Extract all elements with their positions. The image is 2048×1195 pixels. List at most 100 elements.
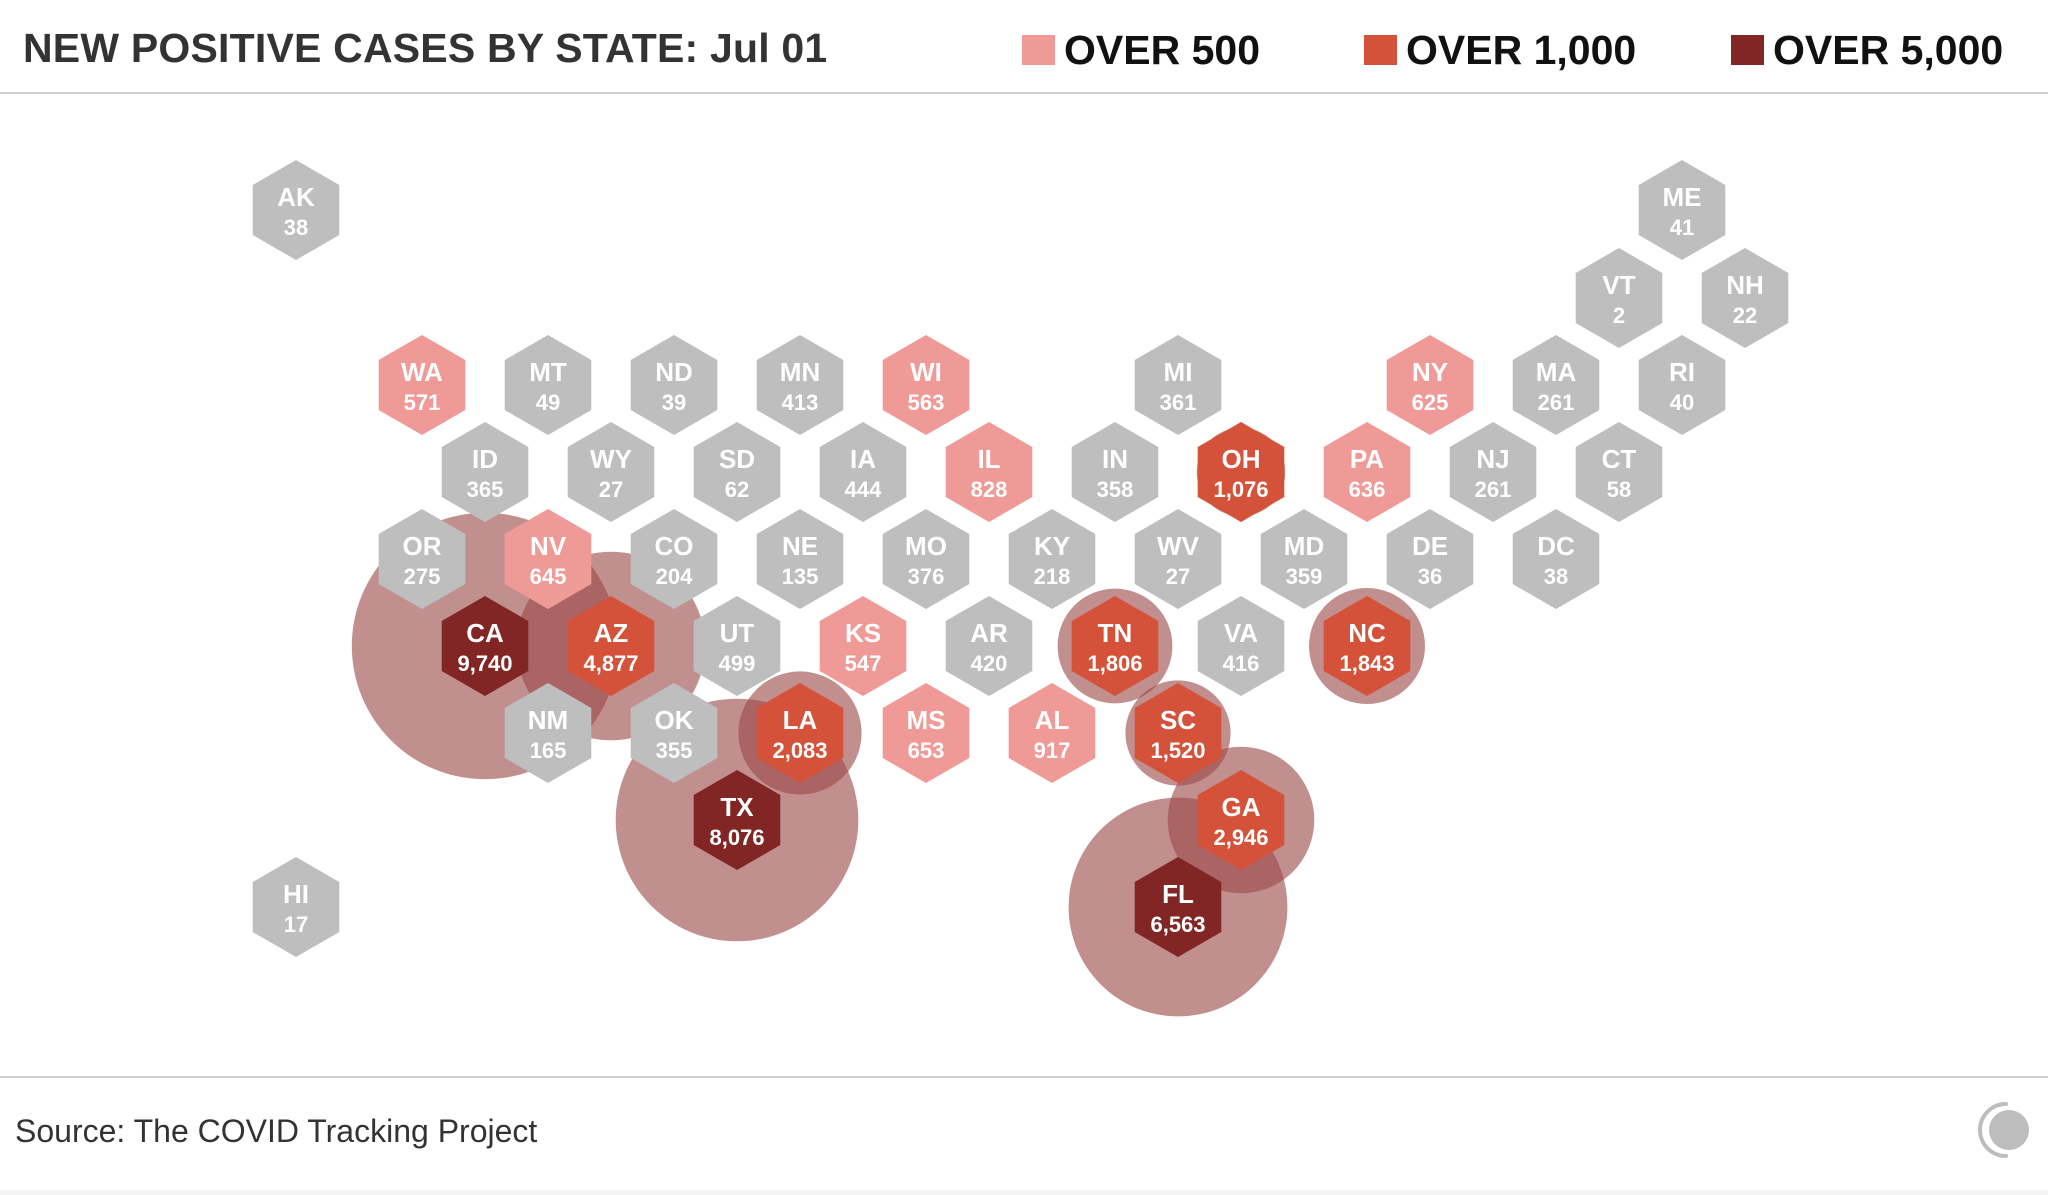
state-value-ne: 135 <box>782 564 819 589</box>
state-abbr-ne: NE <box>782 531 818 561</box>
chart-header: NEW POSITIVE CASES BY STATE: Jul 01 OVER… <box>0 0 2048 94</box>
state-value-ok: 355 <box>656 738 693 763</box>
state-tile-ak: AK 38 <box>252 160 340 260</box>
state-value-md: 359 <box>1286 564 1323 589</box>
state-value-ri: 40 <box>1670 390 1694 415</box>
state-hex-nj <box>1449 422 1537 522</box>
state-value-oh: 1,076 <box>1213 477 1268 502</box>
state-tile-ca: CA 9,740 <box>441 596 529 696</box>
state-hex-ar <box>945 596 1033 696</box>
state-value-sc: 1,520 <box>1150 738 1205 763</box>
state-hex-oh <box>1197 422 1285 522</box>
state-hex-hi <box>252 857 340 957</box>
state-hex-sc <box>1134 683 1222 783</box>
state-abbr-ia: IA <box>850 444 876 474</box>
state-value-sd: 62 <box>725 477 749 502</box>
state-hex-tn <box>1071 596 1159 696</box>
state-value-in: 358 <box>1097 477 1134 502</box>
state-abbr-la: LA <box>783 705 818 735</box>
state-abbr-dc: DC <box>1537 531 1575 561</box>
state-hex-az <box>567 596 655 696</box>
state-tile-ga: GA 2,946 <box>1197 770 1285 870</box>
state-hex-wy <box>567 422 655 522</box>
state-value-mt: 49 <box>536 390 560 415</box>
legend-swatch-over-1000 <box>1364 35 1397 65</box>
state-value-nm: 165 <box>530 738 567 763</box>
state-tile-id: ID 365 <box>441 422 529 522</box>
legend-swatch-over-500 <box>1022 35 1055 65</box>
state-abbr-mt: MT <box>529 357 567 387</box>
state-hex-nv <box>504 509 592 609</box>
state-hex-wi <box>882 335 970 435</box>
state-hex-nd <box>630 335 718 435</box>
state-value-va: 416 <box>1223 651 1260 676</box>
state-hex-ak <box>252 160 340 260</box>
state-tile-fl: FL 6,563 <box>1134 857 1222 957</box>
state-tile-nh: NH 22 <box>1701 248 1789 348</box>
state-abbr-hi: HI <box>283 879 309 909</box>
state-abbr-or: OR <box>403 531 442 561</box>
state-tile-ar: AR 420 <box>945 596 1033 696</box>
state-value-al: 917 <box>1034 738 1071 763</box>
state-hex-mo <box>882 509 970 609</box>
state-value-de: 36 <box>1418 564 1442 589</box>
state-abbr-ms: MS <box>907 705 946 735</box>
state-hex-co <box>630 509 718 609</box>
state-tile-md: MD 359 <box>1260 509 1348 609</box>
state-abbr-mi: MI <box>1164 357 1193 387</box>
state-value-il: 828 <box>971 477 1008 502</box>
state-value-dc: 38 <box>1544 564 1568 589</box>
state-hex-ga <box>1197 770 1285 870</box>
state-hex-ri <box>1638 335 1726 435</box>
state-value-ca: 9,740 <box>457 651 512 676</box>
state-hex-nh <box>1701 248 1789 348</box>
state-value-mn: 413 <box>782 390 819 415</box>
state-hex-ms <box>882 683 970 783</box>
state-abbr-me: ME <box>1663 182 1702 212</box>
state-hex-mn <box>756 335 844 435</box>
legend-label-over-5000: OVER 5,000 <box>1773 27 2004 73</box>
state-abbr-mo: MO <box>905 531 947 561</box>
state-abbr-nh: NH <box>1726 270 1764 300</box>
state-tile-de: DE 36 <box>1386 509 1474 609</box>
state-tile-oh: OH 1,076 <box>1197 422 1285 522</box>
state-tile-wy: WY 27 <box>567 422 655 522</box>
state-tile-nm: NM 165 <box>504 683 592 783</box>
state-abbr-tn: TN <box>1098 618 1133 648</box>
state-hex-va <box>1197 596 1285 696</box>
state-hex-il <box>945 422 1033 522</box>
state-abbr-ok: OK <box>655 705 694 735</box>
legend-label-over-1000: OVER 1,000 <box>1406 27 1637 73</box>
state-hex-mi <box>1134 335 1222 435</box>
state-value-la: 2,083 <box>772 738 827 763</box>
state-value-nc: 1,843 <box>1339 651 1394 676</box>
state-abbr-ri: RI <box>1669 357 1695 387</box>
covid-tracking-project-logo-icon <box>1978 1102 2029 1158</box>
state-abbr-va: VA <box>1224 618 1258 648</box>
state-tile-wi: WI 563 <box>882 335 970 435</box>
state-hex-ny <box>1386 335 1474 435</box>
state-value-ms: 653 <box>908 738 945 763</box>
state-tile-az: AZ 4,877 <box>567 596 655 696</box>
state-hex-sd <box>693 422 781 522</box>
state-abbr-wv: WV <box>1157 531 1200 561</box>
state-hex-tiles: AK 38 ME 41 VT 2 NH 22 WA 571 MT 49 ND 39 MN 413 WI 563 MI… <box>252 160 1789 957</box>
state-value-co: 204 <box>656 564 693 589</box>
state-tile-hi: HI 17 <box>252 857 340 957</box>
state-abbr-ma: MA <box>1536 357 1577 387</box>
state-tile-nd: ND 39 <box>630 335 718 435</box>
state-tile-vt: VT 2 <box>1575 248 1663 348</box>
state-hex-md <box>1260 509 1348 609</box>
state-tile-mn: MN 413 <box>756 335 844 435</box>
state-value-ut: 499 <box>719 651 756 676</box>
state-value-ga: 2,946 <box>1213 825 1268 850</box>
state-tile-or: OR 275 <box>378 509 466 609</box>
state-hex-ne <box>756 509 844 609</box>
state-tile-tn: TN 1,806 <box>1071 596 1159 696</box>
state-value-ma: 261 <box>1538 390 1575 415</box>
state-tile-co: CO 204 <box>630 509 718 609</box>
state-abbr-il: IL <box>977 444 1000 474</box>
state-hex-al <box>1008 683 1096 783</box>
state-abbr-nm: NM <box>528 705 568 735</box>
state-abbr-nd: ND <box>655 357 693 387</box>
